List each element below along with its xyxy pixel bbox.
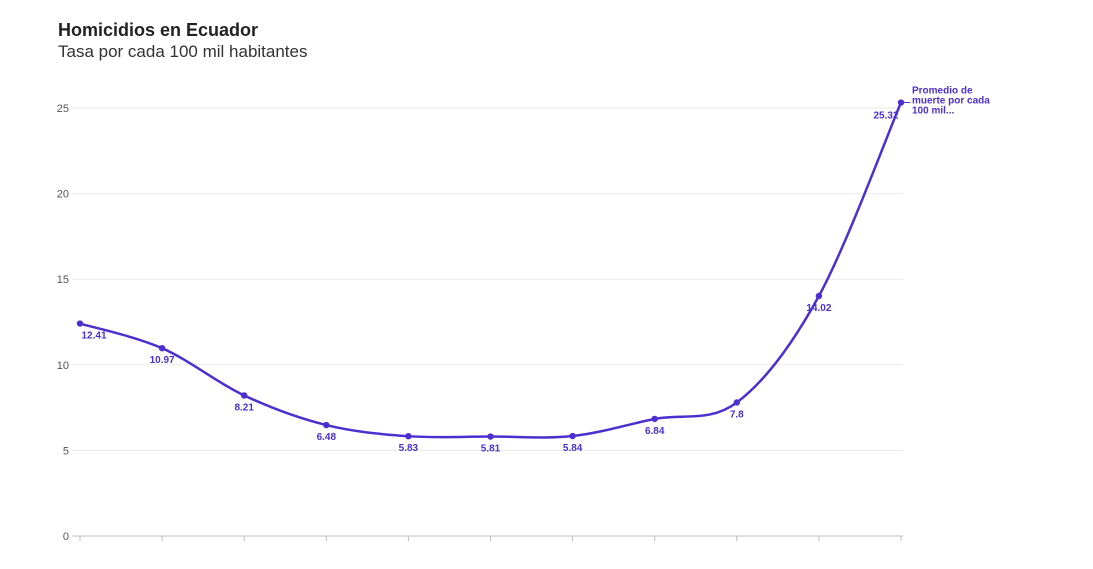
series-name-line: muerte por cada [912,96,990,107]
data-label: 8.21 [234,402,254,413]
data-label: 5.84 [563,443,583,454]
axes: 0 5 10 15 20 25 [57,103,903,543]
data-label: 6.84 [645,426,665,437]
y-tick-label: 0 [63,531,69,543]
data-point [158,344,166,352]
data-label: 7.8 [730,409,744,420]
data-point [405,432,412,440]
series-line [78,101,903,439]
series-name-line: 100 mil... [912,106,954,117]
data-point [733,399,740,406]
data-point [815,292,823,300]
data-label: 5.81 [481,444,501,455]
data-label: 10.97 [150,355,175,366]
y-tick-label: 10 [57,360,69,372]
data-point [569,432,576,440]
y-tick-label: 25 [57,103,69,115]
data-labels: 12.41 10.97 8.21 6.48 5.83 5.81 5.84 6.84 7.8 14.… [81,86,990,455]
y-tick-label: 5 [63,445,69,457]
chart-subtitle: Tasa por cada 100 mil habitantes [58,42,308,61]
data-label: 5.83 [399,443,419,454]
series-name-line: Promedio de [912,86,973,97]
data-point [651,415,658,423]
data-point [76,320,84,327]
data-label: 12.41 [81,331,106,342]
y-tick-label: 20 [57,189,69,201]
data-point [241,392,248,399]
series [76,99,905,440]
series-name-label: Promedio de muerte por cada 100 mil... [912,86,990,117]
data-label: 6.48 [317,432,337,443]
data-point [487,433,494,440]
chart-header: Homicidios en Ecuador Tasa por cada 100 … [58,19,308,63]
data-point [897,99,905,106]
chart-title: Homicidios en Ecuador [58,20,259,40]
grid-lines [72,107,903,451]
y-tick-label: 15 [57,274,69,286]
data-label: 25.32 [873,111,898,122]
data-point [323,421,330,429]
data-label: 14.02 [806,303,831,314]
